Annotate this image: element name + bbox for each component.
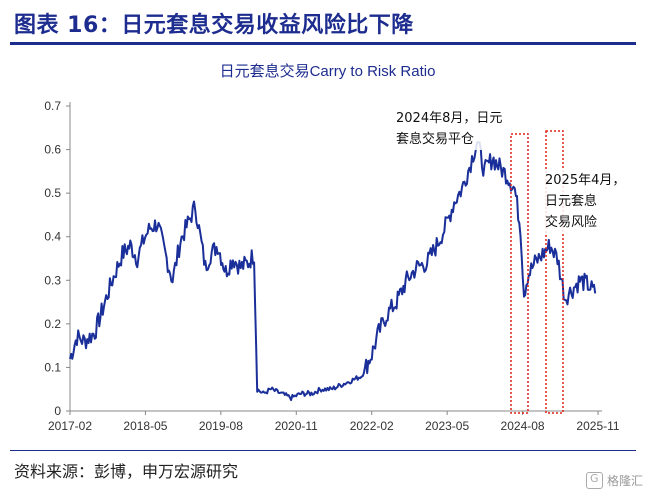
y-tick-label: 0.3	[44, 273, 61, 287]
watermark-text: 格隆汇	[606, 474, 643, 488]
highlight-box-2024-08	[510, 133, 529, 414]
series-line	[69, 141, 597, 402]
source-text: 资料来源：彭博，申万宏源研究	[14, 462, 239, 481]
x-tick-label: 2018-05	[123, 419, 167, 433]
figure-title: 图表 16：日元套息交易收益风险比下降	[14, 13, 414, 38]
y-tick-label: 0.2	[44, 317, 61, 331]
annotation-line: 交易风险	[545, 215, 598, 230]
y-tick-label: 0.7	[44, 99, 61, 113]
header-rule	[10, 42, 636, 45]
y-tick-label: 0.1	[44, 360, 61, 374]
x-tick-label: 2025-11	[576, 419, 619, 433]
y-tick-label: 0.4	[44, 230, 61, 244]
highlight-box-2025-04	[545, 130, 564, 414]
annotation-line: 日元套息	[545, 194, 598, 209]
x-tick-label: 2019-08	[199, 419, 243, 433]
annotation-line: 2025年4月，	[545, 173, 626, 188]
x-tick-label: 2022-02	[350, 419, 394, 433]
annotation-2025-04: 2025年4月， 日元套息 交易风险	[545, 170, 626, 233]
source-footer: 资料来源：彭博，申万宏源研究	[10, 450, 636, 482]
y-tick-label: 0.6	[44, 143, 61, 157]
annotation-line: 套息交易平仓	[396, 132, 475, 147]
x-tick-label: 2023-05	[425, 419, 469, 433]
x-tick-label: 2024-08	[501, 419, 545, 433]
chart-title: 日元套息交易Carry to Risk Ratio	[219, 63, 436, 80]
x-tick-label: 2017-02	[48, 419, 92, 433]
y-tick-label: 0.5	[44, 186, 61, 200]
annotation-line: 2024年8月，日元	[396, 111, 503, 126]
annotation-2024-08: 2024年8月，日元 套息交易平仓	[396, 108, 503, 150]
figure-header: 图表 16：日元套息交易收益风险比下降	[0, 0, 655, 45]
x-tick-label: 2020-11	[275, 419, 318, 433]
footer-rule	[10, 450, 636, 451]
y-tick-label: 0	[54, 404, 61, 418]
gelonghui-logo-icon	[585, 472, 603, 489]
watermark: 格隆汇	[585, 472, 643, 489]
